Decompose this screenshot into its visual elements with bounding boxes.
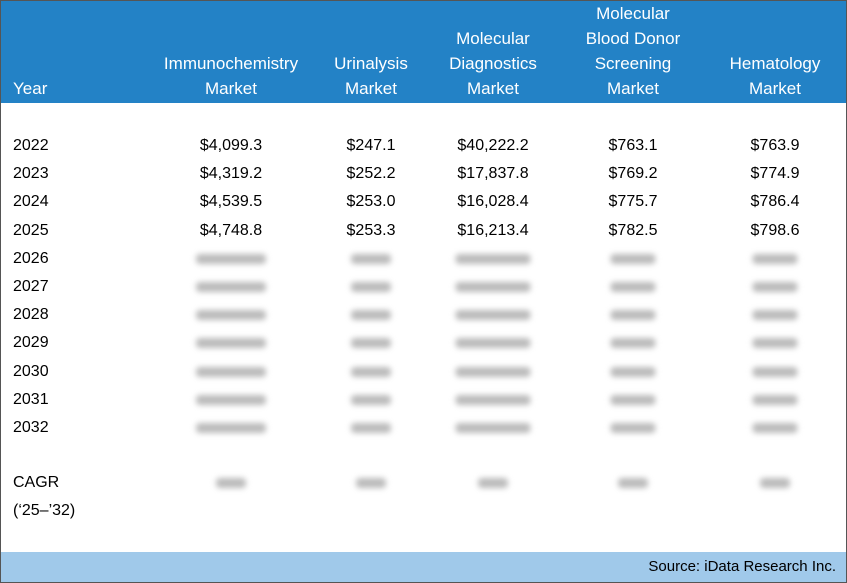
value-cell: $4,748.8 [199, 221, 263, 239]
value-cell: $763.1 [608, 137, 658, 154]
value-cell: $247.1 [346, 137, 396, 154]
blurred-cell [478, 478, 508, 488]
blurred-cell [455, 423, 531, 433]
blurred-cell [610, 310, 656, 321]
blurred-cell [455, 366, 531, 377]
header-line: Market [749, 79, 801, 98]
value-cell: $16,028.4 [457, 193, 529, 211]
column-header: Year [13, 76, 47, 101]
column-header: Molecular Blood Donor Screening Market [586, 1, 681, 101]
blurred-cell [216, 478, 246, 488]
blurred-cell [455, 282, 531, 292]
blurred-cell [351, 423, 391, 433]
value-cell: $763.9 [750, 137, 800, 154]
blurred-cell [351, 366, 391, 377]
blurred-cell [752, 423, 798, 433]
value-cell: $40,222.2 [457, 137, 529, 154]
year-cell: 2029 [13, 334, 49, 352]
blurred-cell [610, 423, 656, 433]
blurred-cell [196, 394, 266, 405]
value-cell: $16,213.4 [457, 221, 529, 239]
value-cell: $253.3 [346, 221, 396, 239]
value-cell: $4,539.5 [199, 193, 263, 211]
blurred-cell [356, 478, 386, 488]
year-cell: 2032 [13, 419, 49, 436]
header-line: Market [345, 79, 397, 98]
header-line: Screening [594, 54, 672, 73]
header-line: Immunochemistry [163, 54, 299, 73]
blurred-cell [752, 310, 798, 321]
blurred-cell [610, 394, 656, 405]
blurred-cell [455, 253, 531, 264]
blurred-cell [760, 478, 790, 488]
blurred-cell [752, 394, 798, 405]
year-cell: 2022 [13, 137, 49, 154]
footer-band [1, 552, 846, 582]
value-cell: $769.2 [608, 165, 658, 183]
value-cell: $782.5 [608, 221, 658, 239]
column-header: Hematology Market [730, 51, 821, 101]
value-cell: $252.2 [346, 165, 396, 183]
value-cell: $774.9 [750, 165, 800, 183]
blurred-cell [196, 253, 266, 264]
year-cell: 2026 [13, 249, 49, 267]
blurred-cell [351, 338, 391, 349]
blurred-cell [752, 253, 798, 264]
header-line: Market [467, 79, 519, 98]
header-line: Hematology [729, 54, 821, 73]
cagr-label: (‘25–’32) [13, 502, 76, 519]
header-line: Molecular [456, 29, 530, 48]
year-cell: 2024 [13, 193, 49, 211]
blurred-cell [610, 282, 656, 292]
value-cell: $253.0 [346, 193, 396, 211]
blurred-cell [618, 478, 648, 488]
year-cell: 2023 [13, 165, 49, 183]
source: Source: iData Research Inc. [648, 558, 836, 575]
blurred-cell [351, 253, 391, 264]
blurred-cell [610, 253, 656, 264]
header-line: Urinalysis [334, 54, 408, 73]
blurred-cell [455, 338, 531, 349]
header-line: Year [13, 79, 48, 98]
blurred-cell [196, 310, 266, 321]
column-header: Urinalysis Market [334, 51, 408, 101]
column-header: Immunochemistry Market [164, 51, 298, 101]
value-cell: $4,319.2 [199, 165, 263, 183]
blurred-cell [752, 366, 798, 377]
year-cell: 2027 [13, 278, 49, 295]
blurred-cell [196, 366, 266, 377]
blurred-cell [196, 423, 266, 433]
blurred-cell [196, 338, 266, 349]
value-cell: $4,099.3 [199, 137, 263, 154]
blurred-cell [610, 366, 656, 377]
blurred-cell [455, 310, 531, 321]
header-band [1, 1, 846, 103]
column-header: Molecular Diagnostics Market [449, 26, 537, 101]
cagr-label: CAGR [13, 474, 60, 491]
header-line: Molecular [596, 4, 670, 23]
year-cell: 2031 [13, 390, 49, 408]
blurred-cell [455, 394, 531, 405]
header-line: Market [607, 79, 659, 98]
year-cell: 2025 [13, 221, 49, 239]
value-cell: $798.6 [750, 221, 800, 239]
blurred-cell [752, 282, 798, 292]
year-cell: 2030 [13, 362, 49, 380]
header-line: Market [205, 79, 257, 98]
value-cell: $17,837.8 [457, 165, 529, 183]
value-cell: $786.4 [750, 193, 800, 211]
blurred-cell [351, 282, 391, 292]
blurred-cell [752, 338, 798, 349]
value-cell: $775.7 [608, 193, 658, 211]
header-line: Diagnostics [449, 54, 537, 73]
blurred-cell [351, 394, 391, 405]
blurred-cell [610, 338, 656, 349]
header-line: Blood Donor [585, 29, 681, 48]
blurred-cell [196, 282, 266, 292]
blurred-cell [351, 310, 391, 321]
year-cell: 2028 [13, 306, 49, 324]
